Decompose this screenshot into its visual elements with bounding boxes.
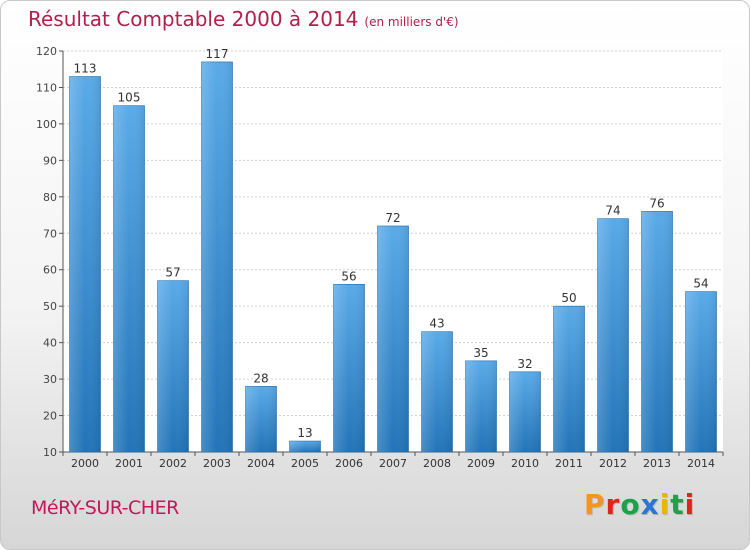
x-tick-label: 2007 bbox=[379, 457, 407, 470]
chart-subtitle: (en milliers d'€) bbox=[364, 15, 459, 29]
bar-shine bbox=[685, 291, 717, 452]
logo-letter: i bbox=[684, 488, 696, 521]
y-tick-label: 110 bbox=[36, 81, 57, 94]
bar-shine bbox=[509, 371, 541, 452]
data-label: 57 bbox=[165, 266, 180, 280]
x-tick-label: 2008 bbox=[423, 457, 451, 470]
y-tick-label: 80 bbox=[43, 191, 57, 204]
x-tick-label: 2010 bbox=[511, 457, 539, 470]
y-tick-label: 100 bbox=[36, 118, 57, 131]
x-tick-label: 2011 bbox=[555, 457, 583, 470]
data-label: 54 bbox=[693, 277, 708, 291]
data-label: 113 bbox=[74, 62, 97, 76]
x-tick-label: 2009 bbox=[467, 457, 495, 470]
bar-shine bbox=[597, 218, 629, 452]
chart-title-text: Résultat Comptable 2000 à 2014 bbox=[28, 7, 359, 31]
bar-shine bbox=[245, 386, 277, 452]
data-label: 72 bbox=[385, 211, 400, 225]
bar-shine bbox=[421, 331, 453, 452]
proxiti-logo: Proxiti bbox=[584, 488, 695, 521]
logo-letter: t bbox=[670, 488, 685, 521]
y-tick-label: 10 bbox=[43, 446, 57, 459]
y-tick-label: 60 bbox=[43, 264, 57, 277]
bar-shine bbox=[465, 360, 497, 452]
y-tick-label: 70 bbox=[43, 227, 57, 240]
x-tick-label: 2006 bbox=[335, 457, 363, 470]
logo-letter: r bbox=[605, 488, 621, 521]
chart-title: Résultat Comptable 2000 à 2014 (en millie… bbox=[28, 7, 459, 31]
y-tick-label: 30 bbox=[43, 373, 57, 386]
data-label: 32 bbox=[517, 357, 532, 371]
data-label: 35 bbox=[473, 346, 488, 360]
data-label: 105 bbox=[118, 91, 141, 105]
x-tick-label: 2013 bbox=[643, 457, 671, 470]
bar-shine bbox=[333, 284, 365, 452]
x-tick-label: 2000 bbox=[71, 457, 99, 470]
bar-shine bbox=[289, 441, 321, 452]
x-tick-label: 2001 bbox=[115, 457, 143, 470]
data-label: 117 bbox=[206, 47, 229, 61]
data-label: 43 bbox=[429, 317, 444, 331]
x-tick-label: 2003 bbox=[203, 457, 231, 470]
commune-name: MéRY-SUR-CHER bbox=[31, 497, 179, 519]
data-label: 13 bbox=[297, 426, 312, 440]
logo-letter: x bbox=[640, 488, 660, 521]
bar-chart: 10 20 30 40 50 60 70 80 90 100 110 120 113 2000 105 200… bbox=[36, 45, 724, 470]
logo-letter: P bbox=[584, 488, 606, 521]
y-tick-label: 20 bbox=[43, 410, 57, 423]
bar-shine bbox=[201, 61, 233, 452]
logo-letter: i bbox=[659, 488, 671, 521]
bar-shine bbox=[113, 105, 145, 452]
bar-shine bbox=[69, 76, 101, 452]
data-label: 50 bbox=[561, 291, 576, 305]
data-label: 76 bbox=[649, 196, 664, 210]
bar-shine bbox=[157, 280, 189, 452]
x-tick-label: 2002 bbox=[159, 457, 187, 470]
data-label: 56 bbox=[341, 269, 356, 283]
bar-shine bbox=[377, 225, 409, 452]
x-tick-label: 2004 bbox=[247, 457, 275, 470]
data-label: 74 bbox=[605, 204, 620, 218]
bar-shine bbox=[553, 306, 585, 452]
x-tick-label: 2012 bbox=[599, 457, 627, 470]
y-tick-label: 40 bbox=[43, 337, 57, 350]
y-tick-label: 50 bbox=[43, 300, 57, 313]
bar-shine bbox=[641, 211, 673, 452]
logo-letter: o bbox=[620, 488, 641, 521]
y-tick-label: 90 bbox=[43, 154, 57, 167]
x-tick-label: 2014 bbox=[687, 457, 715, 470]
y-tick-label: 120 bbox=[36, 45, 57, 58]
x-tick-label: 2005 bbox=[291, 457, 319, 470]
data-label: 28 bbox=[253, 371, 268, 385]
